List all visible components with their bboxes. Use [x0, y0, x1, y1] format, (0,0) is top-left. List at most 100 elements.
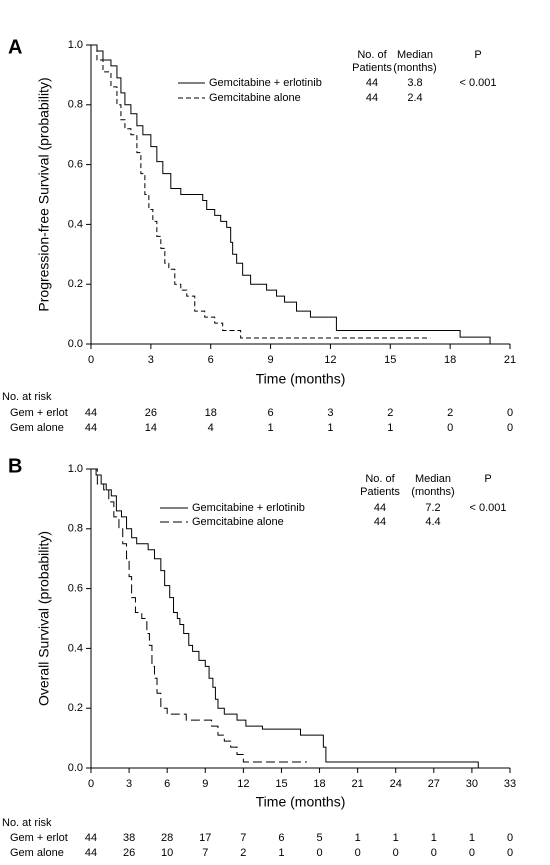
x-tick-label: 6 — [208, 354, 214, 366]
legend-header: No. of — [365, 473, 395, 485]
risk-count: 2 — [240, 847, 246, 859]
x-tick-label: 21 — [504, 354, 516, 366]
legend-label: Gemcitabine + erlotinib — [209, 77, 322, 89]
x-tick-label: 3 — [126, 778, 132, 790]
legend-header: Median — [415, 473, 451, 485]
legend-header: P — [474, 49, 481, 61]
legend-median: 4.4 — [425, 516, 440, 528]
legend-header: P — [484, 473, 491, 485]
x-tick-label: 9 — [202, 778, 208, 790]
legend-n: 44 — [366, 92, 378, 104]
risk-count: 1 — [327, 422, 333, 434]
p-value: < 0.001 — [469, 502, 506, 514]
x-tick-label: 18 — [313, 778, 325, 790]
x-tick-label: 9 — [268, 354, 274, 366]
risk-count: 1 — [268, 422, 274, 434]
survival-curve — [91, 468, 479, 768]
risk-count: 0 — [507, 832, 513, 844]
risk-title: No. at risk — [2, 391, 52, 403]
y-tick-label: 0.8 — [68, 99, 83, 111]
legend-header: Patients — [360, 486, 400, 498]
risk-count: 0 — [507, 407, 513, 419]
risk-row-label: Gem alone — [10, 847, 64, 859]
y-tick-label: 0.0 — [68, 338, 83, 350]
risk-count: 38 — [123, 832, 135, 844]
y-tick-label: 1.0 — [68, 39, 83, 51]
x-tick-label: 0 — [88, 778, 94, 790]
legend-median: 2.4 — [407, 92, 422, 104]
y-axis-label: Overall Survival (probability) — [36, 531, 52, 706]
legend-median: 3.8 — [407, 77, 422, 89]
x-tick-label: 6 — [164, 778, 170, 790]
legend-header: Median — [397, 49, 433, 61]
risk-count: 0 — [507, 422, 513, 434]
risk-row-label: Gem + erlot — [10, 407, 68, 419]
risk-count: 6 — [278, 832, 284, 844]
panel: B0.00.20.40.60.81.00 3 6 9 12 15 18 21 24 27 30 33T… — [2, 455, 516, 859]
risk-row-label: Gem + erlot — [10, 832, 68, 844]
risk-count: 5 — [316, 832, 322, 844]
risk-count: 0 — [469, 847, 475, 859]
x-tick-label: 21 — [352, 778, 364, 790]
risk-count: 4 — [208, 422, 214, 434]
risk-count: 1 — [431, 832, 437, 844]
risk-count: 0 — [507, 847, 513, 859]
risk-count: 1 — [278, 847, 284, 859]
legend-n: 44 — [374, 502, 386, 514]
y-axis-label: Progression-free Survival (probability) — [36, 77, 52, 311]
y-tick-label: 0.2 — [68, 702, 83, 714]
y-tick-label: 0.4 — [68, 642, 83, 654]
risk-count: 18 — [205, 407, 217, 419]
risk-count: 26 — [145, 407, 157, 419]
legend-n: 44 — [374, 516, 386, 528]
legend-header: Patients — [352, 62, 392, 74]
risk-count: 10 — [161, 847, 173, 859]
legend-header: No. of — [357, 49, 387, 61]
x-tick-label: 12 — [237, 778, 249, 790]
panel-label: A — [8, 36, 22, 58]
risk-count: 2 — [447, 407, 453, 419]
risk-count: 6 — [268, 407, 274, 419]
risk-title: No. at risk — [2, 817, 52, 829]
risk-row-label: Gem alone — [10, 422, 64, 434]
x-tick-label: 12 — [324, 354, 336, 366]
panel-label: B — [8, 455, 22, 477]
x-tick-label: 18 — [444, 354, 456, 366]
risk-count: 1 — [393, 832, 399, 844]
risk-count: 0 — [316, 847, 322, 859]
risk-count: 0 — [431, 847, 437, 859]
y-tick-label: 0.4 — [68, 218, 83, 230]
x-tick-label: 33 — [504, 778, 516, 790]
x-tick-label: 24 — [390, 778, 402, 790]
risk-count: 17 — [199, 832, 211, 844]
survival-curve — [91, 44, 491, 344]
y-tick-label: 0.6 — [68, 159, 83, 171]
y-tick-label: 1.0 — [68, 463, 83, 475]
x-tick-label: 0 — [88, 354, 94, 366]
y-tick-label: 0.2 — [68, 278, 83, 290]
x-tick-label: 27 — [428, 778, 440, 790]
x-axis-label: Time (months) — [256, 371, 346, 387]
p-value: < 0.001 — [459, 77, 496, 89]
risk-count: 1 — [387, 422, 393, 434]
risk-count: 0 — [447, 422, 453, 434]
y-tick-label: 0.0 — [68, 762, 83, 774]
risk-count: 44 — [85, 847, 97, 859]
risk-count: 2 — [387, 407, 393, 419]
risk-count: 44 — [85, 407, 97, 419]
legend-label: Gemcitabine alone — [209, 92, 301, 104]
legend-label: Gemcitabine alone — [192, 516, 284, 528]
risk-count: 44 — [85, 832, 97, 844]
x-tick-label: 15 — [275, 778, 287, 790]
survival-curve — [91, 44, 431, 339]
risk-count: 7 — [202, 847, 208, 859]
risk-count: 1 — [469, 832, 475, 844]
y-tick-label: 0.6 — [68, 583, 83, 595]
legend-header: (months) — [393, 62, 436, 74]
risk-count: 44 — [85, 422, 97, 434]
legend-label: Gemcitabine + erlotinib — [192, 502, 305, 514]
x-axis-label: Time (months) — [256, 794, 346, 810]
legend-n: 44 — [366, 77, 378, 89]
survival-curve — [91, 468, 307, 763]
